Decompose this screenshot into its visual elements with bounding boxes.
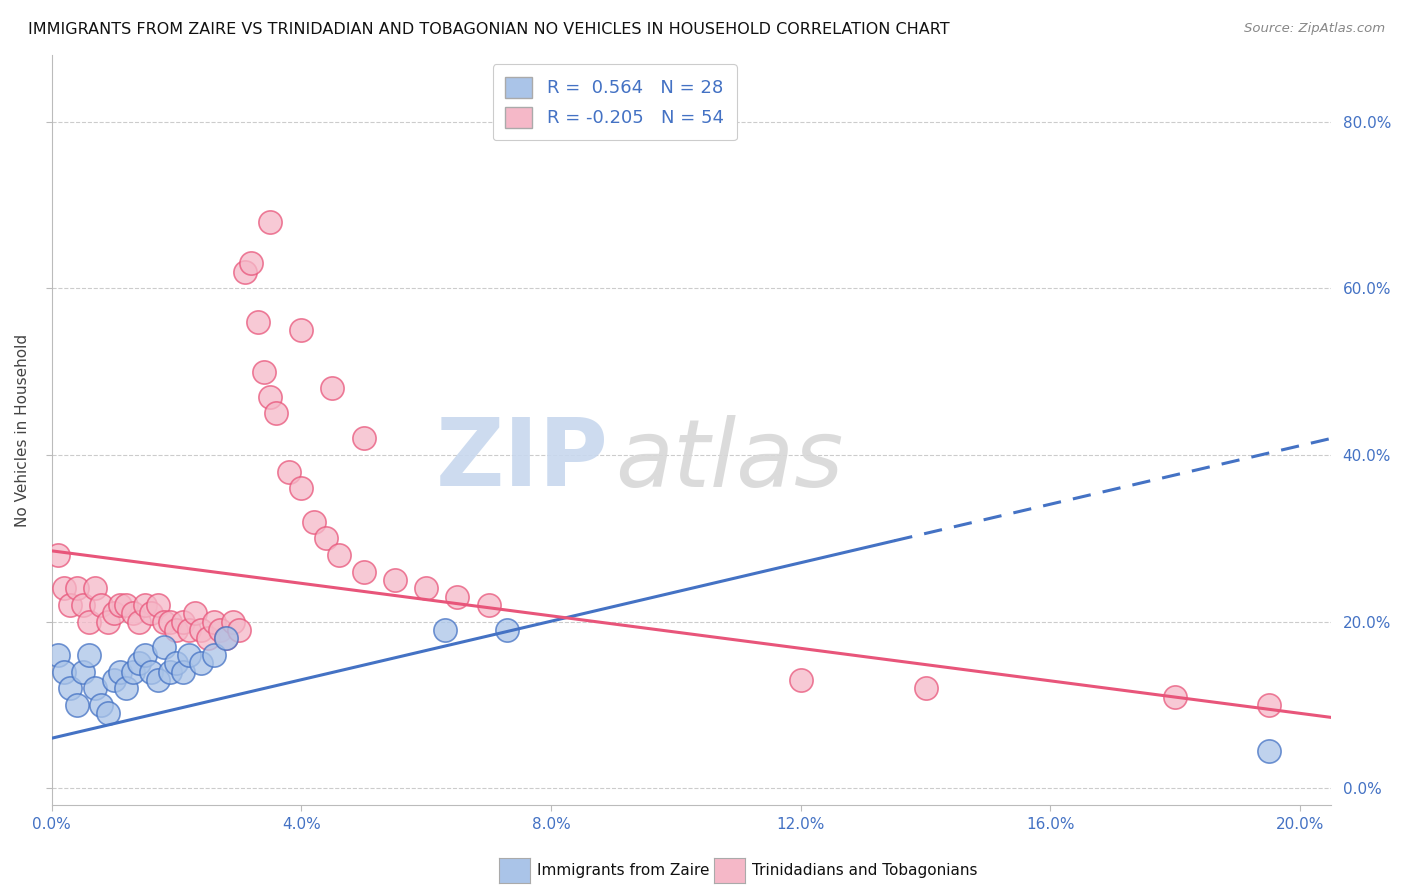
Point — [477, 598, 499, 612]
Point — [277, 465, 299, 479]
Point — [446, 590, 468, 604]
Point — [165, 657, 187, 671]
Point — [84, 582, 107, 596]
Point — [202, 648, 225, 662]
Point — [141, 665, 163, 679]
Point — [134, 598, 156, 612]
Point — [253, 365, 276, 379]
Point — [1258, 744, 1281, 758]
Point — [172, 615, 194, 629]
Point — [177, 648, 200, 662]
Point — [290, 481, 312, 495]
Point — [59, 598, 82, 612]
Point — [141, 607, 163, 621]
Point — [259, 215, 281, 229]
Point — [97, 615, 120, 629]
Text: atlas: atlas — [614, 415, 844, 506]
Point — [59, 681, 82, 696]
Point — [97, 706, 120, 721]
Point — [321, 381, 343, 395]
Point — [1164, 690, 1187, 704]
Point — [128, 615, 150, 629]
Point — [433, 623, 456, 637]
Text: ZIP: ZIP — [436, 414, 609, 506]
Point — [153, 640, 176, 654]
Point — [115, 598, 138, 612]
Point — [108, 665, 131, 679]
Point — [184, 607, 207, 621]
Point — [159, 615, 181, 629]
Point — [146, 598, 169, 612]
Point — [221, 615, 243, 629]
Point — [121, 607, 143, 621]
Point — [128, 657, 150, 671]
Point — [259, 390, 281, 404]
Point — [84, 681, 107, 696]
Point — [121, 665, 143, 679]
Point — [65, 698, 87, 712]
Point — [353, 431, 375, 445]
Text: Source: ZipAtlas.com: Source: ZipAtlas.com — [1244, 22, 1385, 36]
Point — [914, 681, 936, 696]
Point — [108, 598, 131, 612]
Point — [415, 582, 437, 596]
Point — [1258, 698, 1281, 712]
Y-axis label: No Vehicles in Household: No Vehicles in Household — [15, 334, 30, 526]
Point — [302, 515, 325, 529]
Point — [46, 648, 69, 662]
Point — [190, 623, 212, 637]
Point — [103, 607, 125, 621]
Point — [384, 573, 406, 587]
Point — [233, 265, 256, 279]
Text: Trinidadians and Tobagonians: Trinidadians and Tobagonians — [752, 863, 977, 878]
Point — [46, 548, 69, 562]
Text: Immigrants from Zaire: Immigrants from Zaire — [537, 863, 710, 878]
Point — [165, 623, 187, 637]
Point — [789, 673, 811, 687]
Point — [90, 698, 112, 712]
Legend: R =  0.564   N = 28, R = -0.205   N = 54: R = 0.564 N = 28, R = -0.205 N = 54 — [492, 64, 737, 140]
Point — [77, 648, 100, 662]
Point — [197, 632, 219, 646]
Point — [328, 548, 350, 562]
Point — [103, 673, 125, 687]
Point — [240, 256, 263, 270]
Point — [53, 665, 76, 679]
Point — [53, 582, 76, 596]
Point — [90, 598, 112, 612]
Point — [72, 665, 94, 679]
Point — [202, 615, 225, 629]
Point — [209, 623, 232, 637]
Point — [190, 657, 212, 671]
Point — [153, 615, 176, 629]
Point — [172, 665, 194, 679]
Point — [65, 582, 87, 596]
Point — [77, 615, 100, 629]
Point — [215, 632, 238, 646]
Point — [115, 681, 138, 696]
Point — [266, 406, 288, 420]
Point — [146, 673, 169, 687]
Point — [72, 598, 94, 612]
Text: IMMIGRANTS FROM ZAIRE VS TRINIDADIAN AND TOBAGONIAN NO VEHICLES IN HOUSEHOLD COR: IMMIGRANTS FROM ZAIRE VS TRINIDADIAN AND… — [28, 22, 949, 37]
Point — [159, 665, 181, 679]
Point — [177, 623, 200, 637]
Point — [290, 323, 312, 337]
Point — [228, 623, 250, 637]
Point — [315, 531, 337, 545]
Point — [496, 623, 519, 637]
Point — [215, 632, 238, 646]
Point — [134, 648, 156, 662]
Point — [353, 565, 375, 579]
Point — [246, 315, 269, 329]
